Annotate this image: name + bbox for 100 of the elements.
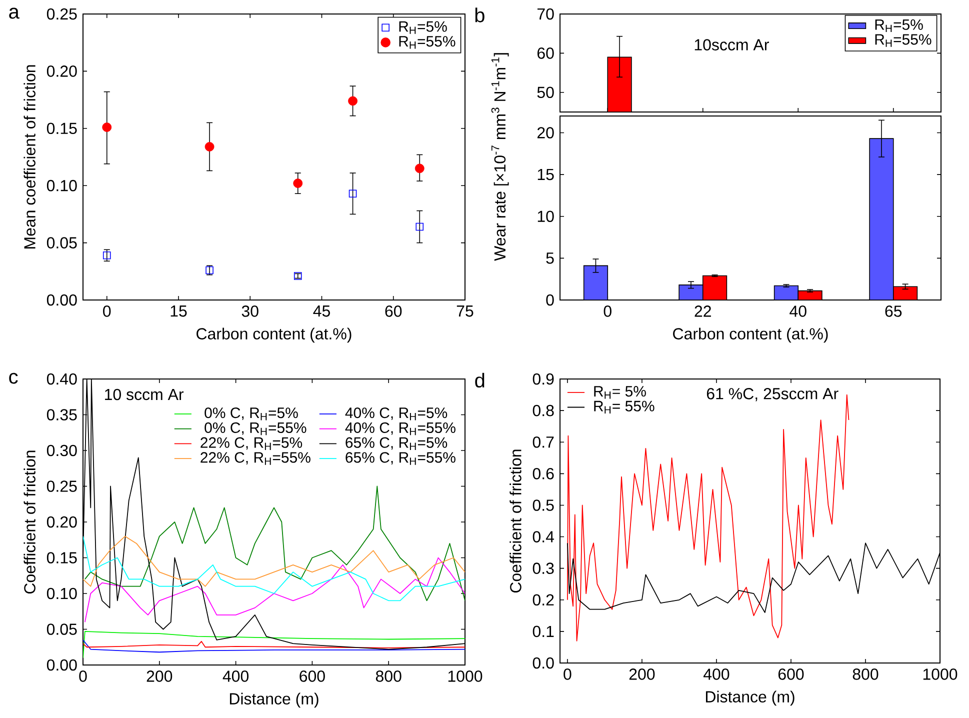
x-tick-label: 400 [222,670,249,682]
point [414,164,424,174]
y-tick-label: 0.15 [46,552,77,564]
legend-label: R$_{H}$=5% [399,21,447,34]
y-tick-label: 0.25 [46,480,77,492]
x-tick-label: 0 [103,306,111,317]
text: Wear rate [×10$^{-7}$ mm$^{3}$ N$^{-1}$m$^{-1}$] [491,53,509,261]
y-tick-label: 0.6 [532,468,554,480]
x-tick-label: 0 [604,306,612,317]
line-series [83,640,466,648]
x-tick-label: 15 [170,306,187,317]
bar [892,286,918,300]
legend-label: 22% C, R$_{H}$=55% [200,452,310,465]
line-series [83,640,466,653]
x-tick-label: 600 [778,668,804,680]
point [204,142,214,152]
y-tick-label: 0 [546,294,554,306]
point [348,96,358,106]
y-tick-label: 60 [537,48,554,59]
x-tick-label: 600 [300,670,325,682]
x-tick-label: 22 [694,306,711,317]
bar [774,285,799,300]
x-tick-label: 1000 [448,670,482,682]
y-tick-label: 0.05 [46,624,77,635]
chart-title: b [475,8,484,22]
legend-label: 0% C, R$_{H}$=5% [204,408,298,420]
y-tick-label: 0.9 [532,373,554,385]
line-series [83,630,466,658]
y-tick-label: 0.30 [46,444,77,456]
legend-label: R$_{H}$=5% [875,19,923,32]
legend-label: 0% C, R$_{H}$=55% [204,422,306,436]
legend-label: 40% C, R$_{H}$=55% [345,422,456,436]
y-axis-title: Coefficient of friction [24,450,36,594]
y-tick-label: 0.10 [46,180,77,192]
x-tick-label: 1000 [923,668,958,680]
bar [702,275,728,300]
x-tick-label: 0 [564,668,572,680]
bar [583,265,608,300]
point [416,222,424,231]
y-tick-label: 5 [546,252,554,264]
y-tick-label: 20 [537,127,554,138]
x-axis-title: Carbon content (at.%) [196,328,352,343]
y-tick-label: 0.40 [46,373,77,385]
annotation: 10 sccm Ar [105,388,184,400]
y-tick-label: 0.10 [46,588,77,600]
point [102,122,112,132]
y-tick-label: 50 [537,86,554,98]
legend-label: R$_{H}$=55% [399,36,456,49]
line-series [84,557,466,623]
y-tick-label: 0.20 [46,516,77,528]
y-tick-label: 0.7 [532,436,554,448]
y-tick-label: 0.20 [46,66,77,77]
legend-label: R$_{H}$= 55% [594,400,654,414]
y-tick-label: 0.8 [532,404,554,416]
legend-label: 65% C, R$_{H}$=5% [346,437,448,450]
bar [678,284,704,300]
y-tick-label: 0.2 [532,594,554,606]
x-tick-label: 60 [385,306,402,317]
x-tick-label: 0 [79,670,87,682]
y-axis-title: Mean coefficient of friction [24,65,36,248]
x-tick-label: 200 [146,670,172,682]
x-tick-label: 75 [456,306,474,317]
x-tick-label: 65 [885,306,902,317]
point [102,251,111,260]
x-tick-label: 800 [852,668,878,680]
x-tick-label: 200 [629,668,655,680]
x-tick-label: 800 [376,670,402,682]
x-tick-label: 45 [313,306,330,317]
point [293,178,303,188]
legend-label: R$_{H}$= 5% [594,386,646,399]
legend-label: 22% C, R$_{H}$=5% [200,437,302,450]
x-axis-title: Carbon content (at.%) [673,328,828,343]
x-axis-title: Distance (m) [230,692,318,708]
legend-label: R$_{H}$=55% [875,34,932,47]
y-tick-label: 0.1 [532,626,554,638]
y-axis-title: Coefficient of friction [510,450,522,593]
bar [798,290,822,300]
x-tick-label: 30 [242,306,258,317]
point [348,190,357,198]
y-tick-label: 0.3 [532,562,554,574]
y-tick-label: 0.4 [532,531,554,542]
y-tick-label: 0.35 [46,409,77,420]
x-tick-label: 40 [790,306,806,317]
legend-label: 65% C, R$_{H}$=55% [346,452,456,465]
y-tick-label: 15 [538,168,554,180]
y-tick-label: 0.25 [46,8,77,20]
bar [869,138,894,300]
annotation: 61 %C, 25sccm Ar [706,388,838,402]
line-series [84,486,466,602]
y-tick-label: 0.0 [532,657,554,669]
y-tick-label: 0.00 [46,659,77,671]
y-tick-label: 0.15 [46,122,77,134]
x-tick-label: 400 [703,668,730,680]
y-tick-label: 10 [538,210,554,222]
x-axis-title: Distance (m) [706,690,794,706]
line-series [83,536,466,602]
legend-label: 40% C, R$_{H}$=5% [345,408,448,420]
chart-title: a [9,8,20,19]
y-tick-label: 0.5 [532,500,554,511]
y-tick-label: 0.00 [46,294,77,306]
